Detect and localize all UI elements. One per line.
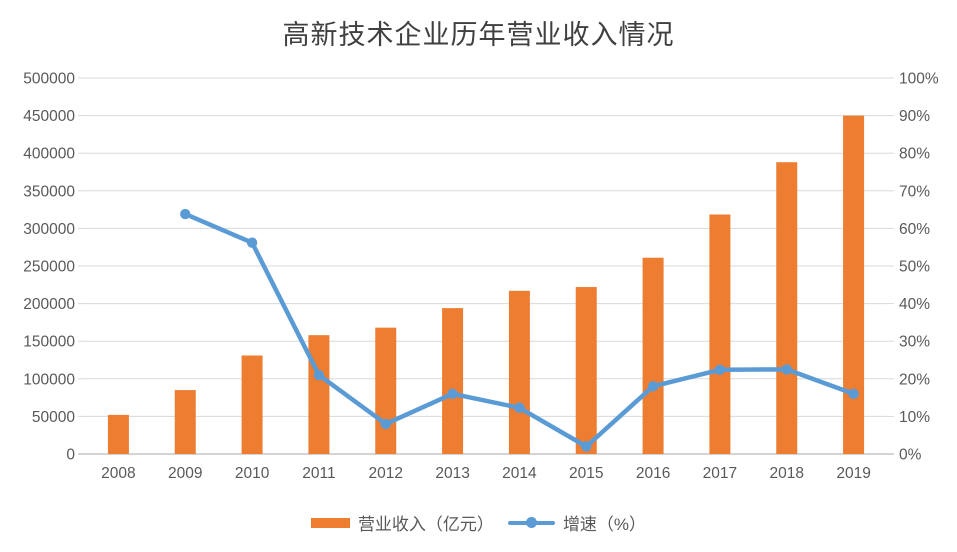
revenue-bar-2010 [241, 355, 263, 454]
growth-point-2013 [447, 388, 458, 400]
revenue-bar-2015 [575, 287, 597, 454]
right-axis-label: 30% [899, 334, 930, 351]
revenue-bar-2019 [843, 115, 865, 454]
growth-point-2012 [380, 418, 391, 430]
left-axis-label: 150000 [23, 334, 75, 351]
x-axis-label-2016: 2016 [636, 465, 670, 482]
legend-item-growth: 增速（%） [507, 510, 647, 535]
growth-point-2014 [514, 402, 525, 413]
x-axis-label-2009: 2009 [168, 465, 202, 482]
left-axis-label: 250000 [23, 259, 75, 276]
right-axis-label: 60% [899, 221, 930, 238]
left-axis-label: 300000 [23, 221, 75, 238]
revenue-bar-2016 [642, 257, 664, 454]
x-axis-label-2008: 2008 [101, 465, 135, 482]
right-axis-label: 0% [899, 447, 922, 464]
left-axis-label: 100000 [23, 371, 75, 388]
growth-point-2010 [246, 237, 258, 248]
x-axis-label-2010: 2010 [235, 465, 270, 482]
x-axis-label-2015: 2015 [569, 465, 603, 482]
revenue-swatch-icon [310, 517, 350, 528]
right-axis-label: 100% [899, 71, 939, 88]
right-axis-label: 40% [899, 296, 930, 313]
growth-point-2015 [581, 441, 592, 452]
left-axis-label: 50000 [32, 409, 75, 426]
revenue-bar-2008 [107, 414, 129, 454]
chart-title: 高新技术企业历年营业收入情况 [282, 20, 675, 50]
growth-point-2017 [714, 364, 726, 375]
right-axis-label: 70% [899, 183, 930, 200]
left-axis-label: 350000 [23, 183, 75, 200]
revenue-bar-2012 [375, 327, 397, 454]
revenue-bar-2018 [776, 162, 798, 454]
left-axis-label: 200000 [23, 296, 75, 313]
growth-swatch-icon [507, 517, 555, 529]
right-axis-label: 90% [899, 108, 930, 125]
growth-point-2018 [781, 364, 792, 375]
x-axis-label-2014: 2014 [502, 465, 537, 482]
x-axis-label-2017: 2017 [703, 465, 737, 482]
x-axis-label-2011: 2011 [302, 465, 335, 482]
left-axis-label: 450000 [23, 108, 75, 125]
revenue-bar-2009 [174, 390, 196, 454]
x-axis-label-2018: 2018 [770, 465, 804, 482]
left-axis-label: 400000 [23, 146, 75, 163]
legend-label-revenue: 营业收入（亿元） [357, 515, 494, 534]
growth-point-2009 [180, 208, 191, 220]
revenue-bar-2013 [442, 308, 464, 454]
legend-label-growth: 增速（%） [562, 515, 647, 534]
x-axis-label-2012: 2012 [369, 465, 403, 482]
revenue-bar-2011 [308, 335, 330, 454]
growth-point-2019 [848, 388, 859, 400]
right-axis-label: 10% [899, 409, 930, 426]
right-axis-label: 80% [899, 146, 930, 163]
x-axis-label-2019: 2019 [836, 465, 870, 482]
growth-swatch-dot [525, 517, 537, 528]
revenue-bar-2017 [709, 214, 731, 454]
left-axis-label: 500000 [23, 71, 75, 88]
revenue-bar-2014 [508, 290, 530, 454]
x-axis-label-2013: 2013 [435, 465, 469, 482]
right-axis-label: 50% [899, 259, 930, 276]
legend: 营业收入（亿元） 增速（%） [0, 510, 957, 535]
legend-item-revenue: 营业收入（亿元） [310, 510, 494, 535]
right-axis-label: 20% [899, 371, 930, 388]
left-axis-label: 0 [66, 447, 75, 464]
growth-point-2011 [313, 369, 325, 381]
growth-point-2016 [647, 381, 659, 392]
